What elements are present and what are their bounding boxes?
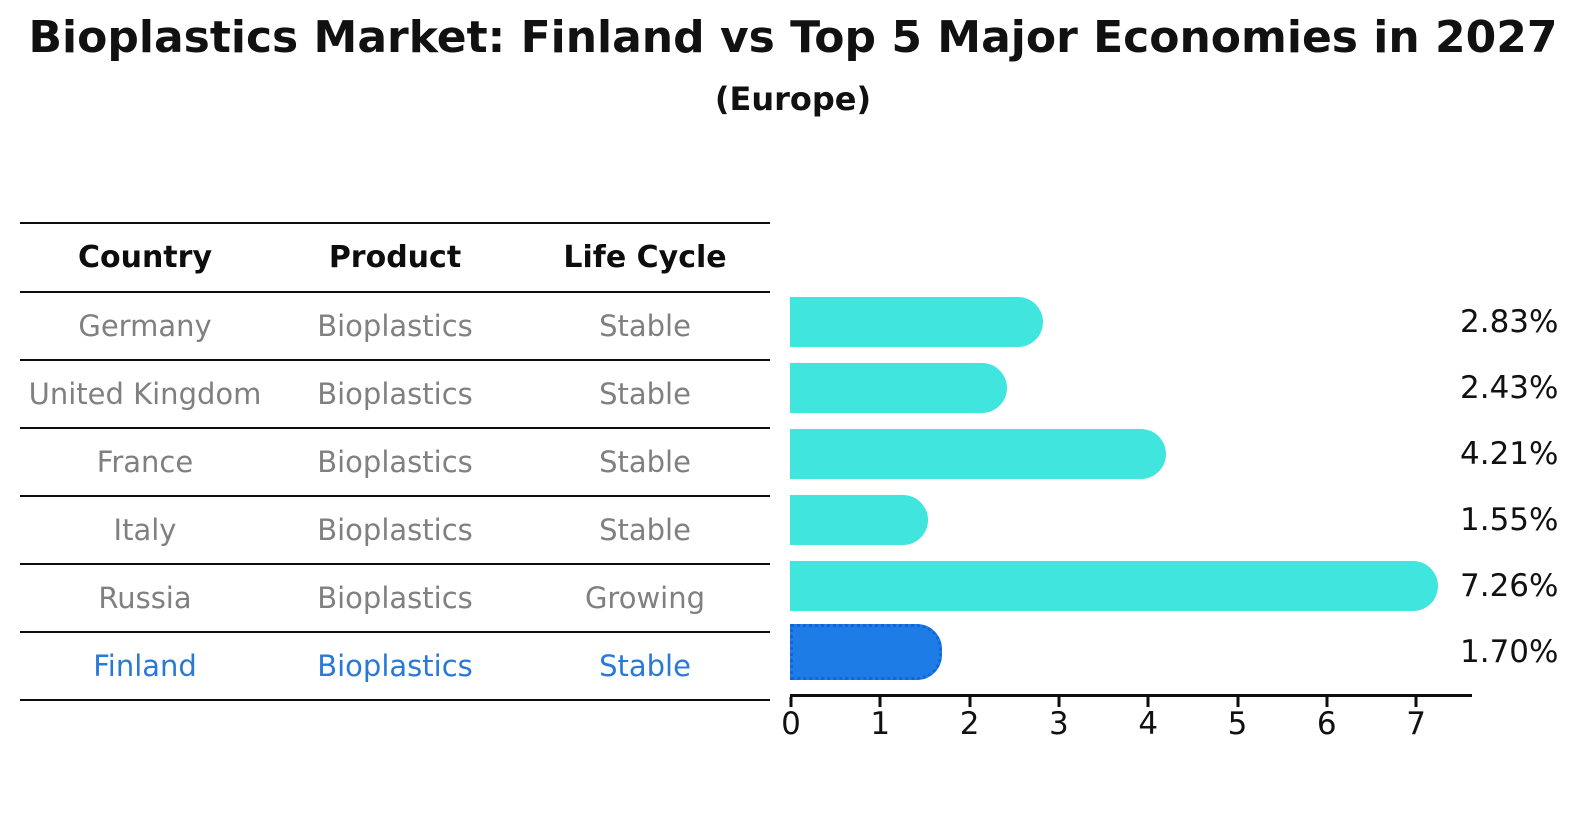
- x-axis-tick-label: 4: [1138, 706, 1159, 742]
- table-row-finland: Finland Bioplastics Stable: [20, 633, 770, 701]
- cell-product: Bioplastics: [317, 377, 473, 411]
- x-axis-tick: [1325, 697, 1329, 707]
- country-table: Country Product Life Cycle Germany Biopl…: [20, 222, 770, 701]
- chart-title: Bioplastics Market: Finland vs Top 5 Maj…: [28, 12, 1558, 63]
- cell-country: Russia: [98, 581, 192, 615]
- cell-product: Bioplastics: [317, 309, 473, 343]
- table-row: France Bioplastics Stable: [20, 429, 770, 497]
- cell-life-cycle: Stable: [599, 649, 691, 683]
- x-axis-line: [790, 694, 1472, 697]
- x-axis-tick: [1236, 697, 1239, 707]
- cell-country: France: [96, 445, 194, 479]
- x-axis-tick-label: 2: [959, 706, 980, 742]
- cell-life-cycle: Stable: [599, 513, 691, 547]
- bar-france: [790, 429, 1166, 479]
- cell-country: Germany: [78, 309, 212, 343]
- x-axis-tick-label: 1: [870, 706, 891, 742]
- cell-product: Bioplastics: [317, 581, 473, 615]
- bar-finland-highlight: [790, 624, 942, 680]
- x-axis-tick: [878, 697, 882, 707]
- cell-life-cycle: Stable: [599, 377, 691, 411]
- bar-italy: [790, 495, 929, 545]
- table-row: Russia Bioplastics Growing: [20, 565, 770, 633]
- x-axis-tick-label: 3: [1049, 706, 1069, 742]
- x-axis-tick-label: 7: [1406, 706, 1426, 742]
- header-country: Country: [77, 240, 213, 275]
- value-label: 1.55%: [1460, 502, 1559, 538]
- value-label: 7.26%: [1460, 568, 1559, 604]
- x-axis-tick: [1146, 697, 1150, 707]
- x-axis-tick: [789, 697, 793, 707]
- table-row: United Kingdom Bioplastics Stable: [20, 361, 770, 429]
- value-label: 4.21%: [1460, 436, 1559, 472]
- table-row: Germany Bioplastics Stable: [20, 293, 770, 361]
- bar-germany: [790, 297, 1043, 347]
- cell-product: Bioplastics: [317, 445, 473, 479]
- cell-product: Bioplastics: [317, 513, 473, 547]
- cell-country: Italy: [113, 513, 177, 547]
- table-header-row: Country Product Life Cycle: [20, 224, 770, 293]
- x-axis-tick-label: 5: [1227, 706, 1248, 742]
- cell-life-cycle: Stable: [599, 445, 691, 479]
- cell-product: Bioplastics: [317, 649, 473, 683]
- value-label: 1.70%: [1460, 634, 1559, 670]
- table-row: Italy Bioplastics Stable: [20, 497, 770, 565]
- cell-country: United Kingdom: [28, 377, 262, 411]
- x-axis-tick: [1057, 697, 1061, 707]
- header-life-cycle: Life Cycle: [563, 240, 727, 275]
- x-axis-tick-label: 0: [781, 706, 801, 742]
- x-axis-tick-label: 6: [1316, 706, 1337, 742]
- chart-subtitle: (Europe): [714, 80, 872, 118]
- cell-life-cycle: Growing: [584, 581, 706, 615]
- x-axis-tick: [968, 697, 972, 707]
- x-axis-tick: [1414, 697, 1418, 707]
- header-product: Product: [328, 240, 462, 275]
- bar-united-kingdom: [790, 363, 1007, 413]
- value-label: 2.83%: [1460, 304, 1559, 340]
- value-label: 2.43%: [1460, 370, 1559, 406]
- cell-country: Finland: [93, 649, 197, 683]
- cell-life-cycle: Stable: [599, 309, 691, 343]
- bar-russia: [790, 561, 1439, 611]
